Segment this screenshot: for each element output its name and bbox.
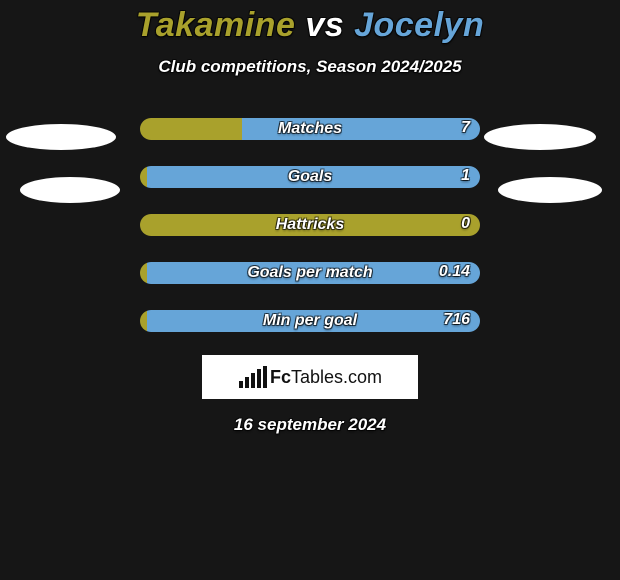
page-title: Takamine vs Jocelyn (0, 6, 620, 45)
comparison-infographic: Takamine vs Jocelyn Club competitions, S… (0, 0, 620, 580)
stat-bar-left (140, 118, 242, 140)
stat-row: 0Goals per match0.14 (0, 261, 620, 285)
stat-bar-left (140, 166, 147, 188)
stat-bar: Goals (140, 166, 480, 188)
stat-bar-right (242, 118, 480, 140)
stat-bar-left (140, 214, 480, 236)
stat-bar: Min per goal (140, 310, 480, 332)
brand-logo-text: FcTables.com (270, 367, 382, 388)
player-right-name: Jocelyn (354, 6, 484, 44)
stat-bar: Matches (140, 118, 480, 140)
stat-row: 0Hattricks0 (0, 213, 620, 237)
stat-bar-left (140, 310, 147, 332)
vs-separator: vs (305, 6, 344, 44)
stat-row: 0Min per goal716 (0, 309, 620, 333)
player-left-name: Takamine (136, 6, 296, 44)
avatar-placeholder (6, 124, 116, 150)
stat-bar-left (140, 262, 147, 284)
stat-bar-right (147, 166, 480, 188)
stat-bar: Goals per match (140, 262, 480, 284)
subtitle: Club competitions, Season 2024/2025 (0, 57, 620, 77)
stat-right-value: 7 (461, 117, 470, 139)
date-text: 16 september 2024 (0, 415, 620, 435)
stat-bar: Hattricks (140, 214, 480, 236)
stat-right-value: 0.14 (439, 261, 470, 283)
stat-bar-right (147, 262, 480, 284)
avatar-placeholder (498, 177, 602, 203)
stat-bar-right (147, 310, 480, 332)
avatar-placeholder (484, 124, 596, 150)
avatar-placeholder (20, 177, 120, 203)
bar-chart-icon (238, 366, 266, 388)
stat-right-value: 716 (443, 309, 470, 331)
brand-logo: FcTables.com (202, 355, 418, 399)
stat-right-value: 0 (461, 213, 470, 235)
stat-right-value: 1 (461, 165, 470, 187)
